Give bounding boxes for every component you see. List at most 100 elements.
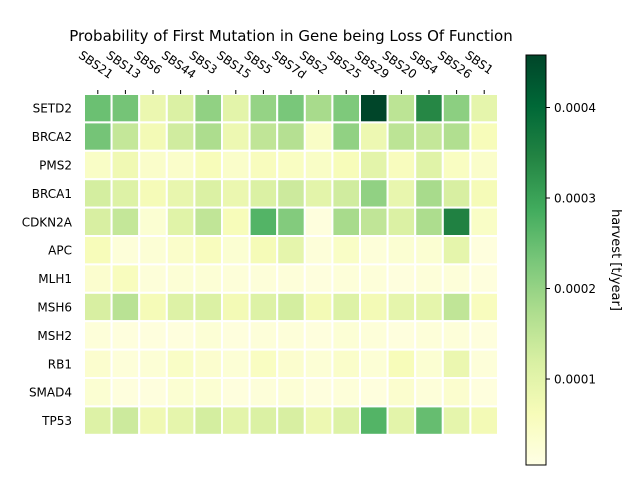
heatmap-cell-cdkn2a-sbs25 — [331, 206, 361, 238]
heatmap-cell-tp53-sbs2 — [303, 405, 334, 436]
heatmap-cell-mlh1-sbs21 — [83, 263, 113, 294]
heatmap-cell-rb1-sbs2 — [303, 348, 334, 380]
heatmap-cell-cdkn2a-sbs21 — [83, 206, 113, 238]
column-labels: SBS21SBS13SBS6SBS44SBS3SBS15SBS5SBS7dSBS… — [76, 48, 496, 94]
heatmap-cell-mlh1-sbs20 — [386, 263, 417, 294]
heatmap-cell-pms2-sbs4 — [414, 149, 444, 181]
heatmap-cell-brca1-sbs4 — [414, 178, 444, 209]
heatmap-cell-msh6-sbs6 — [138, 291, 168, 323]
heatmap-cell-brca1-sbs6 — [138, 178, 168, 209]
heatmap-cell-apc-sbs5 — [248, 235, 279, 266]
heatmap-cell-mlh1-sbs25 — [331, 263, 361, 294]
heatmap-cell-tp53-sbs13 — [110, 405, 141, 436]
heatmap-cell-setd2-sbs26 — [441, 93, 472, 124]
heatmap-cell-msh2-sbs1 — [469, 320, 499, 351]
row-label-smad4: SMAD4 — [29, 386, 72, 400]
heatmap-cell-rb1-sbs15 — [221, 348, 251, 380]
row-labels: SETD2 BRCA2 PMS2 BRCA1 CDKN2A APC MLH1 MSH6 MSH2… — [22, 102, 73, 428]
heatmap-cell-apc-sbs2 — [303, 235, 334, 266]
heatmap-cell-mlh1-sbs6 — [138, 263, 168, 294]
heatmap-cell-brca1-sbs5 — [248, 178, 279, 209]
heatmap-cell-mlh1-sbs26 — [441, 263, 472, 294]
heatmap-cell-brca2-sbs13 — [110, 121, 141, 152]
heatmap-cell-smad4-sbs2 — [303, 377, 334, 408]
heatmap-cell-brca1-sbs26 — [441, 178, 472, 209]
heatmap-cell-tp53-sbs21 — [83, 405, 113, 436]
heatmap-cell-msh2-sbs6 — [138, 320, 168, 351]
colorbar-gradient — [525, 54, 547, 466]
heatmap-cell-pms2-sbs13 — [110, 149, 141, 181]
colorbar-label: harvest [t/year] — [608, 209, 623, 311]
heatmap-cell-brca2-sbs21 — [83, 121, 113, 152]
heatmap-cell-rb1-sbs26 — [441, 348, 472, 380]
heatmap-cell-apc-sbs25 — [331, 235, 361, 266]
heatmap-cell-brca1-sbs13 — [110, 178, 141, 209]
row-label-apc: APC — [48, 244, 72, 258]
heatmap-cell-setd2-sbs3 — [193, 93, 223, 124]
heatmap-cell-msh6-sbs4 — [414, 291, 444, 323]
heatmap-cell-smad4-sbs15 — [221, 377, 251, 408]
heatmap-cell-brca2-sbs6 — [138, 121, 168, 152]
heatmap-cell-brca2-sbs25 — [331, 121, 361, 152]
heatmap-cell-brca1-sbs3 — [193, 178, 223, 209]
heatmap-cell-brca2-sbs3 — [193, 121, 223, 152]
heatmap-cell-msh6-sbs13 — [110, 291, 141, 323]
heatmap-cell-cdkn2a-sbs5 — [248, 206, 279, 238]
row-label-brca1: BRCA1 — [32, 187, 72, 201]
heatmap-cell-msh6-sbs21 — [83, 291, 113, 323]
heatmap-cell-smad4-sbs6 — [138, 377, 168, 408]
heatmap-cell-mlh1-sbs5 — [248, 263, 279, 294]
heatmap-cell-smad4-sbs4 — [414, 377, 444, 408]
heatmap-cell-mlh1-sbs7d — [276, 263, 306, 294]
heatmap-cell-pms2-sbs15 — [221, 149, 251, 181]
heatmap-cell-rb1-sbs21 — [83, 348, 113, 380]
heatmap-cell-tp53-sbs29 — [359, 405, 389, 436]
heatmap-cell-rb1-sbs3 — [193, 348, 223, 380]
heatmap-cell-pms2-sbs21 — [83, 149, 113, 181]
heatmap-cell-msh2-sbs13 — [110, 320, 141, 351]
heatmap-cell-smad4-sbs5 — [248, 377, 279, 408]
row-label-brca2: BRCA2 — [32, 130, 72, 144]
colorbar-tick-label: 0.0004 — [554, 101, 596, 115]
heatmap-cell-brca1-sbs7d — [276, 178, 306, 209]
heatmap-cell-tp53-sbs3 — [193, 405, 223, 436]
heatmap-cell-setd2-sbs21 — [83, 93, 113, 124]
heatmap-cell-apc-sbs15 — [221, 235, 251, 266]
heatmap-cell-apc-sbs1 — [469, 235, 499, 266]
heatmap-cell-cdkn2a-sbs3 — [193, 206, 223, 238]
heatmap-cell-msh2-sbs5 — [248, 320, 279, 351]
heatmap-cell-msh6-sbs29 — [359, 291, 389, 323]
heatmap-cell-setd2-sbs15 — [221, 93, 251, 124]
heatmap-cell-tp53-sbs44 — [165, 405, 196, 436]
heatmap-cell-cdkn2a-sbs1 — [469, 206, 499, 238]
heatmap-cell-msh6-sbs3 — [193, 291, 223, 323]
heatmap-cell-setd2-sbs25 — [331, 93, 361, 124]
heatmap-cell-apc-sbs26 — [441, 235, 472, 266]
heatmap-cell-brca2-sbs20 — [386, 121, 417, 152]
heatmap-cell-tp53-sbs4 — [414, 405, 444, 436]
row-label-setd2: SETD2 — [33, 102, 72, 116]
heatmap-cell-msh6-sbs5 — [248, 291, 279, 323]
heatmap-cells — [83, 93, 499, 436]
heatmap-cell-pms2-sbs2 — [303, 149, 334, 181]
row-label-msh2: MSH2 — [37, 329, 72, 343]
heatmap-cell-mlh1-sbs29 — [359, 263, 389, 294]
heatmap-cell-pms2-sbs26 — [441, 149, 472, 181]
heatmap-cell-apc-sbs29 — [359, 235, 389, 266]
heatmap-cell-msh6-sbs2 — [303, 291, 334, 323]
heatmap-cell-brca2-sbs29 — [359, 121, 389, 152]
heatmap-cell-brca1-sbs25 — [331, 178, 361, 209]
heatmap-cell-msh2-sbs4 — [414, 320, 444, 351]
heatmap-cell-apc-sbs6 — [138, 235, 168, 266]
heatmap-cell-rb1-sbs1 — [469, 348, 499, 380]
heatmap-cell-apc-sbs20 — [386, 235, 417, 266]
heatmap-cell-msh6-sbs25 — [331, 291, 361, 323]
heatmap-cell-msh2-sbs20 — [386, 320, 417, 351]
heatmap-cell-setd2-sbs20 — [386, 93, 417, 124]
heatmap-cell-mlh1-sbs13 — [110, 263, 141, 294]
heatmap-cell-brca1-sbs15 — [221, 178, 251, 209]
heatmap-cell-smad4-sbs29 — [359, 377, 389, 408]
heatmap-cell-apc-sbs44 — [165, 235, 196, 266]
heatmap-cell-setd2-sbs6 — [138, 93, 168, 124]
